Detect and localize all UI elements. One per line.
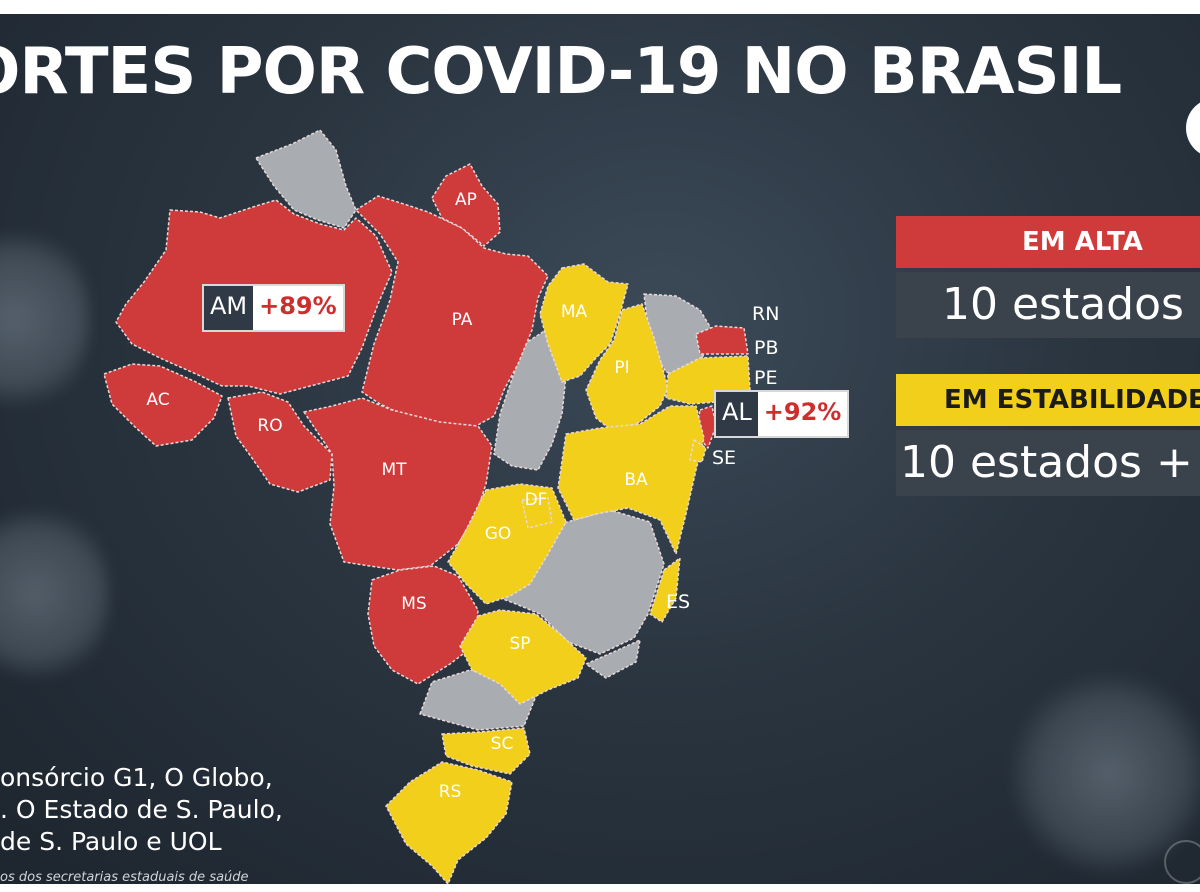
callout-al-value: +92% (757, 392, 848, 436)
infographic-frame: ORTES POR COVID-19 NO BRASIL (0, 14, 1200, 884)
state-rr (255, 129, 357, 229)
state-label-sp: SP (509, 634, 530, 654)
source-credits: onsórcio G1, O Globo, . O Estado de S. P… (0, 762, 340, 858)
state-label-go: GO (485, 524, 512, 544)
state-ap (431, 163, 501, 247)
callout-al: AL +92% (714, 390, 850, 438)
state-label-ro: RO (257, 416, 282, 436)
state-es (649, 557, 681, 623)
state-label-pb: PB (754, 337, 779, 359)
legend-em-estabilidade-value: 10 estados + DF (896, 430, 1200, 496)
state-sp (459, 609, 587, 705)
state-label-rs: RS (439, 782, 462, 802)
callout-al-code: AL (716, 392, 758, 436)
state-ac (103, 363, 223, 447)
state-label-pa: PA (452, 310, 473, 330)
legend-em-alta-value: 10 estados (896, 272, 1200, 338)
legend-em-estabilidade-label: EM ESTABILIDADE (896, 374, 1200, 426)
state-sc (441, 727, 531, 775)
state-label-ac: AC (146, 390, 169, 410)
state-rs (385, 761, 513, 884)
state-label-pe: PE (754, 367, 777, 389)
state-df (521, 497, 553, 529)
state-pa (355, 195, 549, 427)
state-label-rn: RN (752, 303, 779, 325)
state-label-ba: BA (624, 470, 648, 490)
state-label-pi: PI (614, 358, 629, 378)
globo-logo (1186, 98, 1200, 158)
callout-am: AM +89% (202, 284, 345, 332)
state-ba (557, 405, 705, 555)
state-se (689, 439, 707, 463)
callout-am-code: AM (204, 286, 254, 330)
source-note: os dos secretarias estaduais de saúde (0, 870, 249, 884)
state-ms (367, 565, 479, 685)
source-line-2: . O Estado de S. Paulo, (0, 795, 283, 824)
state-label-es: ES (666, 591, 690, 613)
state-ro (227, 391, 333, 493)
callout-am-value: +89% (253, 286, 343, 330)
state-label-ma: MA (561, 302, 588, 322)
state-label-ap: AP (455, 190, 477, 210)
state-pi (585, 303, 669, 435)
state-ma (539, 263, 629, 383)
legend-em-alta-label: EM ALTA (896, 216, 1200, 268)
state-label-se: SE (712, 447, 736, 469)
state-label-df: DF (525, 490, 548, 510)
state-rj (585, 639, 641, 679)
globo-watermark-icon (1164, 840, 1200, 884)
source-line-1: onsórcio G1, O Globo, (0, 763, 273, 792)
page-title: ORTES POR COVID-19 NO BRASIL (0, 35, 1122, 109)
source-line-3: de S. Paulo e UOL (0, 827, 222, 856)
state-label-mt: MT (381, 460, 407, 480)
state-label-sc: SC (491, 734, 514, 754)
state-rn (695, 325, 749, 355)
state-label-ms: MS (401, 594, 426, 614)
brazil-map: AP PA AC RO MT MS MA PI BA DF GO SP SC R… (103, 129, 779, 884)
